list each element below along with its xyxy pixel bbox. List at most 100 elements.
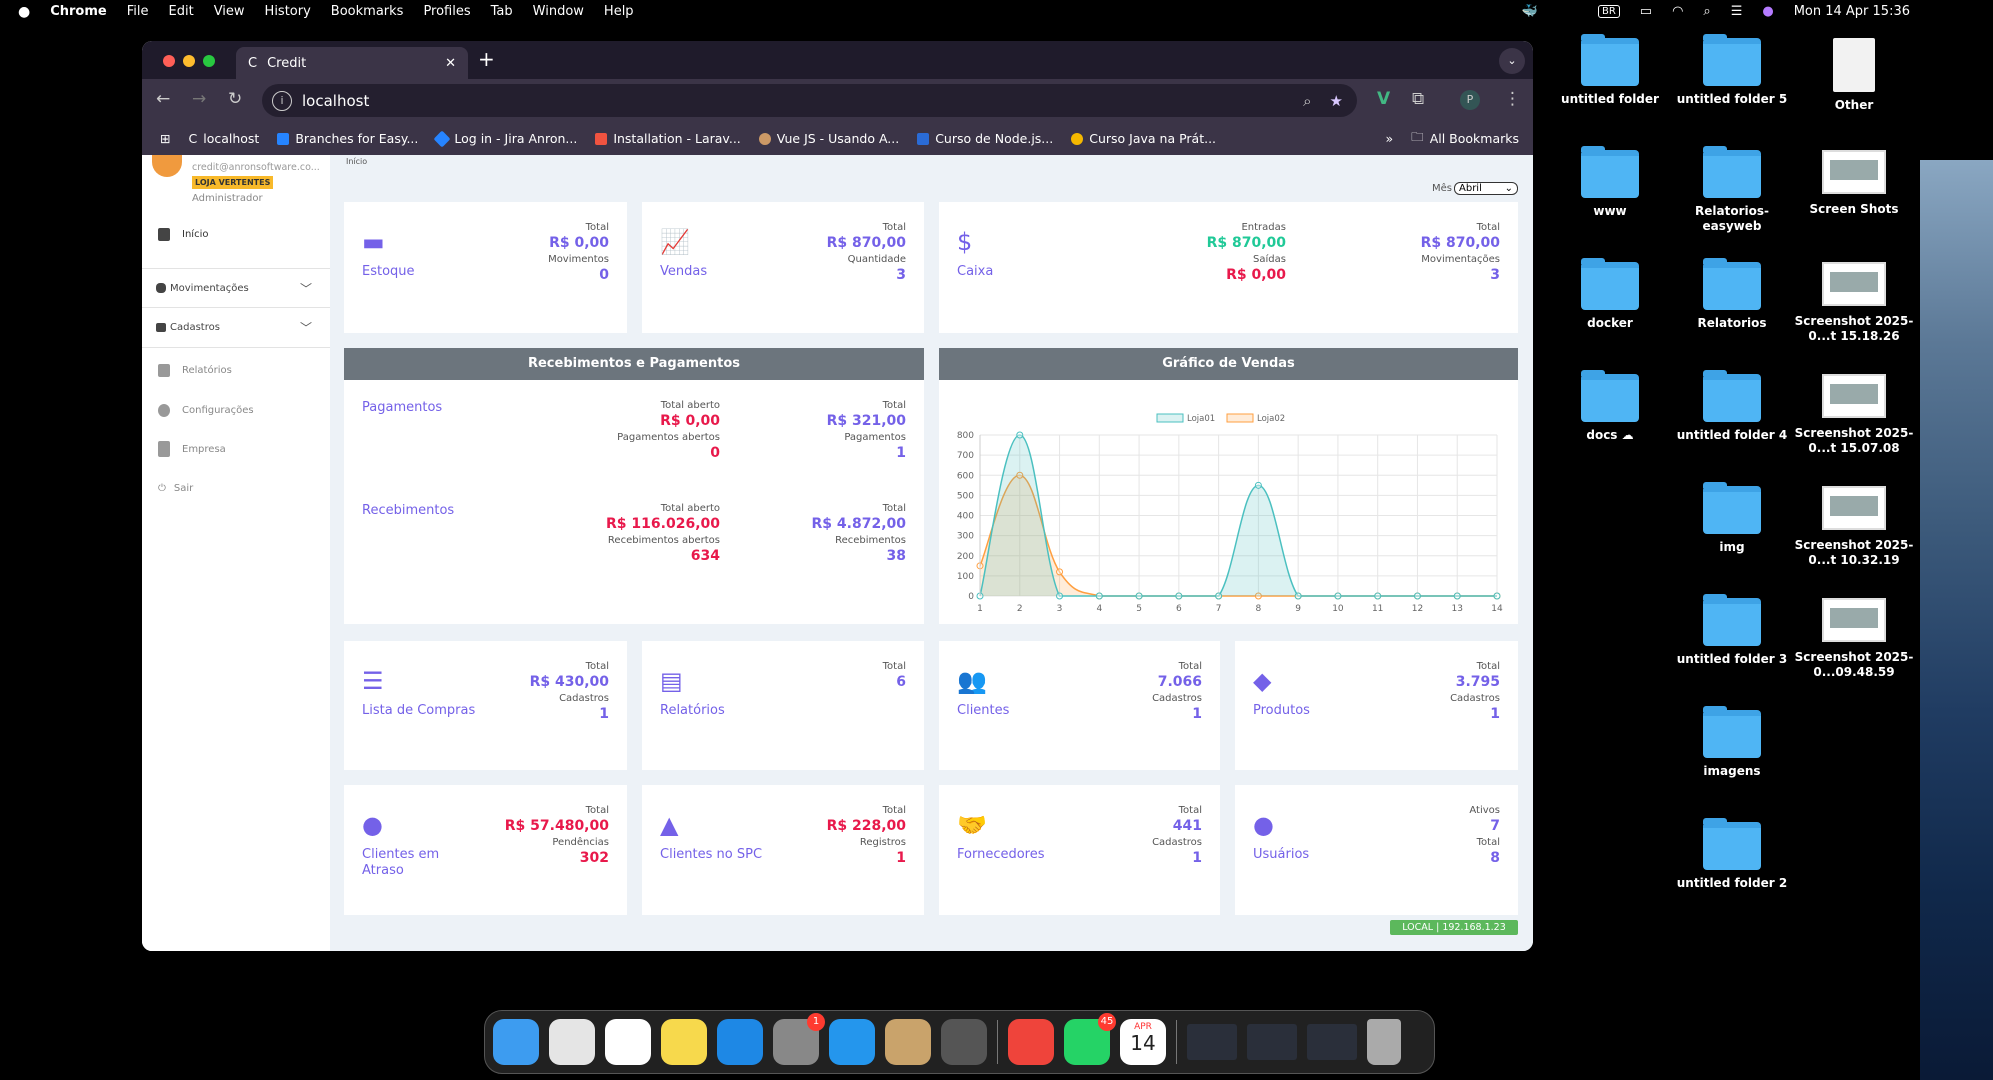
- more-bookmarks-icon[interactable]: »: [1385, 131, 1394, 146]
- bookmark-node[interactable]: Curso de Node.js...: [917, 131, 1053, 146]
- profile-avatar[interactable]: P: [1460, 90, 1480, 110]
- card-clientes-em-atraso[interactable]: ● Clientes em Atraso Total R$ 57.480,00 Pend…: [344, 785, 627, 915]
- siri-icon[interactable]: ●: [1762, 4, 1774, 19]
- vue-devtools-icon[interactable]: V: [1377, 89, 1391, 109]
- dock-recent-window-2[interactable]: [1247, 1024, 1297, 1060]
- card-clientes[interactable]: 👥 Clientes Total 7.066 Cadastros 1: [939, 641, 1220, 770]
- dock-app-launchpad[interactable]: [549, 1019, 595, 1065]
- forward-icon[interactable]: →: [192, 89, 207, 109]
- close-tab-icon[interactable]: ✕: [445, 55, 456, 71]
- apple-icon[interactable]: ●: [18, 3, 31, 20]
- legend-swatch-loja01[interactable]: [1156, 413, 1184, 423]
- data-point-loja01[interactable]: [1413, 592, 1421, 600]
- dock-app-system-settings[interactable]: 1: [773, 1013, 825, 1065]
- wifi-icon[interactable]: ◠: [1672, 4, 1684, 19]
- data-point-loja02[interactable]: [1016, 471, 1024, 479]
- card-relatorios[interactable]: ▤ Relatórios Total 6: [642, 641, 924, 770]
- desktop-icon-www[interactable]: www: [1550, 146, 1670, 219]
- menu-file[interactable]: File: [126, 4, 149, 19]
- menu-edit[interactable]: Edit: [168, 4, 194, 19]
- sidebar-item-movimentacoes[interactable]: Movimentações ﹀: [142, 268, 330, 308]
- desktop-icon-screen-shots[interactable]: Screen Shots: [1794, 150, 1914, 217]
- menu-help[interactable]: Help: [603, 4, 634, 19]
- card-fornecedores[interactable]: 🤝 Fornecedores Total 441 Cadastros 1: [939, 785, 1220, 915]
- bookmark-java[interactable]: Curso Java na Prát...: [1071, 131, 1216, 146]
- row-title[interactable]: Pagamentos: [362, 400, 443, 415]
- dock-app-finder[interactable]: [493, 1019, 539, 1065]
- desktop-icon-screenshot-2025-0-t-10-32-19[interactable]: Screenshot 2025-0...t 10.32.19: [1794, 486, 1914, 568]
- data-point-loja01[interactable]: [1294, 592, 1302, 600]
- menu-view[interactable]: View: [213, 4, 245, 19]
- dock-app-sequel-ace[interactable]: [885, 1019, 931, 1065]
- data-point-loja01[interactable]: [1493, 592, 1501, 600]
- dock-app-notes[interactable]: [661, 1019, 707, 1065]
- row-title[interactable]: Recebimentos: [362, 503, 455, 518]
- address-bar[interactable]: i localhost ⌕ ★: [262, 84, 1357, 117]
- url-text[interactable]: localhost: [302, 91, 370, 110]
- desktop-icon-img[interactable]: img: [1672, 482, 1792, 555]
- bookmark-star-icon[interactable]: ★: [1329, 91, 1343, 110]
- bookmark-jira[interactable]: Log in - Jira Anron...: [433, 130, 577, 147]
- desktop-icon-untitled-folder[interactable]: untitled folder: [1550, 34, 1670, 107]
- card-lista-de-compras[interactable]: ☰ Lista de Compras Total R$ 430,00 Cadastros…: [344, 641, 627, 770]
- apps-grid-icon[interactable]: ⊞: [160, 131, 171, 146]
- minimize-window-button[interactable]: [183, 55, 195, 67]
- desktop-icon-screenshot-2025-0-t-15-18-26[interactable]: Screenshot 2025-0...t 15.18.26: [1794, 262, 1914, 344]
- data-point-loja01[interactable]: [1135, 592, 1143, 600]
- desktop-icon-screenshot-2025-0-t-15-07-08[interactable]: Screenshot 2025-0...t 15.07.08: [1794, 374, 1914, 456]
- control-center-icon[interactable]: ☰: [1730, 4, 1743, 19]
- data-point-loja01[interactable]: [1334, 592, 1342, 600]
- desktop-icon-untitled-folder-3[interactable]: untitled folder 3: [1672, 594, 1792, 667]
- clock[interactable]: Mon 14 Apr 15:36: [1793, 4, 1910, 19]
- desktop-icon-docker[interactable]: docker: [1550, 258, 1670, 331]
- legend-label-loja02[interactable]: Loja02: [1257, 414, 1285, 424]
- legend-label-loja01[interactable]: Loja01: [1187, 414, 1215, 424]
- card-clientes-no-spc[interactable]: ▲ Clientes no SPC Total R$ 228,00 Registros 1: [642, 785, 924, 915]
- dock-recent-window-3[interactable]: [1307, 1024, 1357, 1060]
- reload-icon[interactable]: ↻: [228, 89, 243, 109]
- menu-app-name[interactable]: Chrome: [50, 4, 107, 19]
- back-icon[interactable]: ←: [156, 89, 171, 109]
- more-menu-icon[interactable]: ⋮: [1504, 89, 1521, 109]
- sidebar-item-cadastros[interactable]: Cadastros ﹀: [142, 308, 330, 348]
- dock-app-calendar[interactable]: APR 14: [1120, 1019, 1166, 1065]
- menu-profiles[interactable]: Profiles: [423, 4, 471, 19]
- sidebar-item-relatorios[interactable]: Relatórios: [142, 355, 330, 385]
- data-point-loja01[interactable]: [1095, 592, 1103, 600]
- data-point-loja01[interactable]: [1056, 592, 1064, 600]
- menu-bookmarks[interactable]: Bookmarks: [330, 4, 404, 19]
- new-tab-button[interactable]: +: [478, 47, 495, 71]
- bookmark-branches[interactable]: Branches for Easy...: [277, 131, 418, 146]
- battery-icon[interactable]: ▭: [1639, 4, 1653, 19]
- menu-window[interactable]: Window: [532, 4, 584, 19]
- input-source[interactable]: BR: [1597, 5, 1620, 18]
- dock-app-anydesk[interactable]: [1008, 1019, 1054, 1065]
- avatar[interactable]: [152, 155, 182, 177]
- menu-tab[interactable]: Tab: [490, 4, 513, 19]
- dock-trash-icon[interactable]: [1367, 1019, 1401, 1065]
- tab-search-button[interactable]: ⌄: [1499, 48, 1525, 74]
- dock-recent-window-1[interactable]: [1187, 1024, 1237, 1060]
- data-point-loja01[interactable]: [1254, 481, 1262, 489]
- sidebar-item-configuracoes[interactable]: Configurações: [142, 395, 330, 425]
- data-point-loja01[interactable]: [1016, 431, 1024, 439]
- desktop-icon-docs[interactable]: docs ☁: [1550, 370, 1670, 443]
- data-point-loja02[interactable]: [1056, 568, 1064, 576]
- search-icon[interactable]: ⌕: [1703, 4, 1711, 19]
- maximize-window-button[interactable]: [203, 55, 215, 67]
- all-bookmarks[interactable]: 🗀 All Bookmarks: [1411, 128, 1519, 149]
- card-vendas[interactable]: 📈 Vendas Total R$ 870,00 Quantidade 3: [642, 202, 924, 333]
- dock-app-vs-code[interactable]: [717, 1019, 763, 1065]
- sidebar-item-empresa[interactable]: Empresa: [142, 434, 330, 464]
- data-point-loja02[interactable]: [1254, 592, 1262, 600]
- bookmark-laravel[interactable]: Installation - Larav...: [595, 131, 741, 146]
- bookmark-vue[interactable]: Vue JS - Usando A...: [758, 131, 899, 146]
- card-usuarios[interactable]: ● Usuários Ativos 7 Total 8: [1235, 785, 1518, 915]
- data-point-loja01[interactable]: [1453, 592, 1461, 600]
- data-point-loja01[interactable]: [1175, 592, 1183, 600]
- sidebar-item-sair[interactable]: ⏻ Sair: [142, 473, 330, 503]
- dock-app-whatsapp[interactable]: 45: [1064, 1013, 1116, 1065]
- card-produtos[interactable]: ◆ Produtos Total 3.795 Cadastros 1: [1235, 641, 1518, 770]
- dock-app-docker[interactable]: [829, 1019, 875, 1065]
